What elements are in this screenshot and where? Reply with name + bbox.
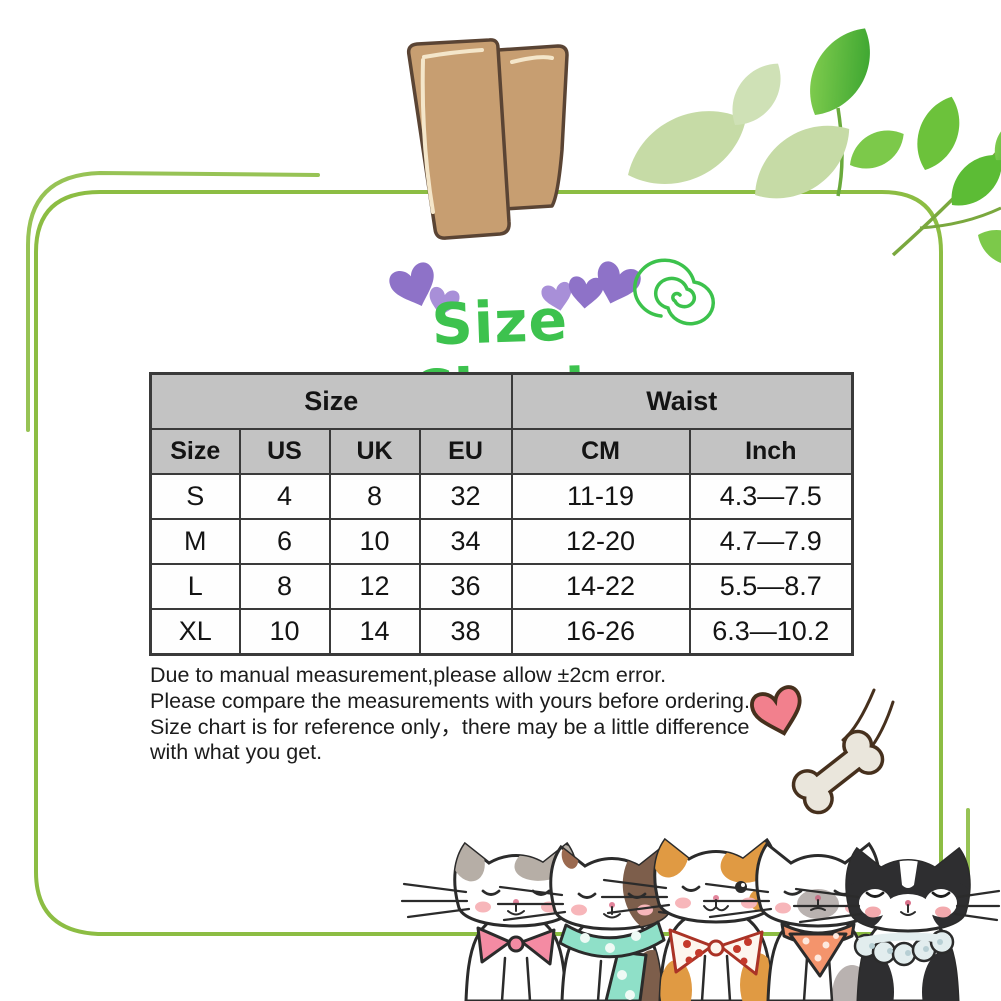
table-cell: 34 — [418, 518, 513, 565]
green-leaves-icon — [614, 16, 1001, 275]
table-row: M 6 10 34 12-20 4.7—7.9 — [149, 518, 854, 565]
column-header: EU — [418, 428, 513, 475]
cats-illustration — [400, 838, 1001, 1001]
table-cell: 12 — [328, 563, 421, 610]
size-table: Size Waist Size US UK EU CM Inch S 4 8 3… — [149, 372, 855, 656]
note-line: Size chart is for reference only，there m… — [150, 714, 750, 739]
table-cell: M — [149, 518, 241, 565]
group-header-waist: Waist — [510, 372, 854, 430]
table-cell: 10 — [328, 518, 421, 565]
table-cell: S — [149, 473, 241, 520]
table-cell: 14 — [328, 608, 421, 656]
table-cell: 32 — [418, 473, 513, 520]
measurement-notes: Due to manual measurement,please allow ±… — [150, 663, 750, 766]
table-column-header-row: Size US UK EU CM Inch — [149, 428, 854, 475]
column-header: CM — [510, 428, 691, 475]
table-row: XL 10 14 38 16-26 6.3—10.2 — [149, 608, 854, 656]
column-header: Size — [149, 428, 241, 475]
cat-brown-patch — [496, 845, 728, 1001]
table-cell: 12-20 — [510, 518, 691, 565]
cat-gray-white — [400, 842, 632, 1001]
table-cell: 4.3—7.5 — [688, 473, 854, 520]
table-cell: 10 — [238, 608, 331, 656]
wooden-peg-icon — [406, 38, 569, 240]
cat-orange-wink — [600, 838, 832, 1001]
table-row: L 8 12 36 14-22 5.5—8.7 — [149, 563, 854, 610]
note-line: Please compare the measurements with you… — [150, 688, 750, 713]
column-header: Inch — [688, 428, 854, 475]
table-cell: 36 — [418, 563, 513, 610]
table-cell: 8 — [238, 563, 331, 610]
table-cell: 38 — [418, 608, 513, 656]
orange-bandana — [780, 922, 856, 978]
table-cell: XL — [149, 608, 241, 656]
table-cell: 5.5—8.7 — [688, 563, 854, 610]
table-cell: L — [149, 563, 241, 610]
table-cell: 8 — [328, 473, 421, 520]
heart-doodle-icon — [747, 682, 810, 742]
table-cell: 6 — [238, 518, 331, 565]
group-header-size: Size — [149, 372, 513, 430]
note-line: Due to manual measurement,please allow ±… — [150, 663, 667, 687]
column-header: US — [238, 428, 331, 475]
table-cell: 6.3—10.2 — [688, 608, 854, 656]
table-cell: 11-19 — [510, 473, 691, 520]
red-dot-bow — [668, 928, 764, 976]
bone-doodle-icon — [791, 688, 895, 815]
column-header: UK — [328, 428, 421, 475]
pink-bow — [476, 926, 556, 966]
cat-tuxedo — [792, 847, 1001, 1001]
table-cell: 4.7—7.9 — [688, 518, 854, 565]
blue-ruffle-collar — [853, 929, 955, 967]
table-row: S 4 8 32 11-19 4.3—7.5 — [149, 473, 854, 520]
table-cell: 4 — [238, 473, 331, 520]
table-group-header-row: Size Waist — [149, 372, 854, 430]
table-cell: 16-26 — [510, 608, 691, 656]
teal-scarf — [558, 920, 666, 1001]
note-line: with what you get. — [150, 740, 323, 765]
cat-gray-muzzle — [702, 842, 934, 1001]
table-cell: 14-22 — [510, 563, 691, 610]
